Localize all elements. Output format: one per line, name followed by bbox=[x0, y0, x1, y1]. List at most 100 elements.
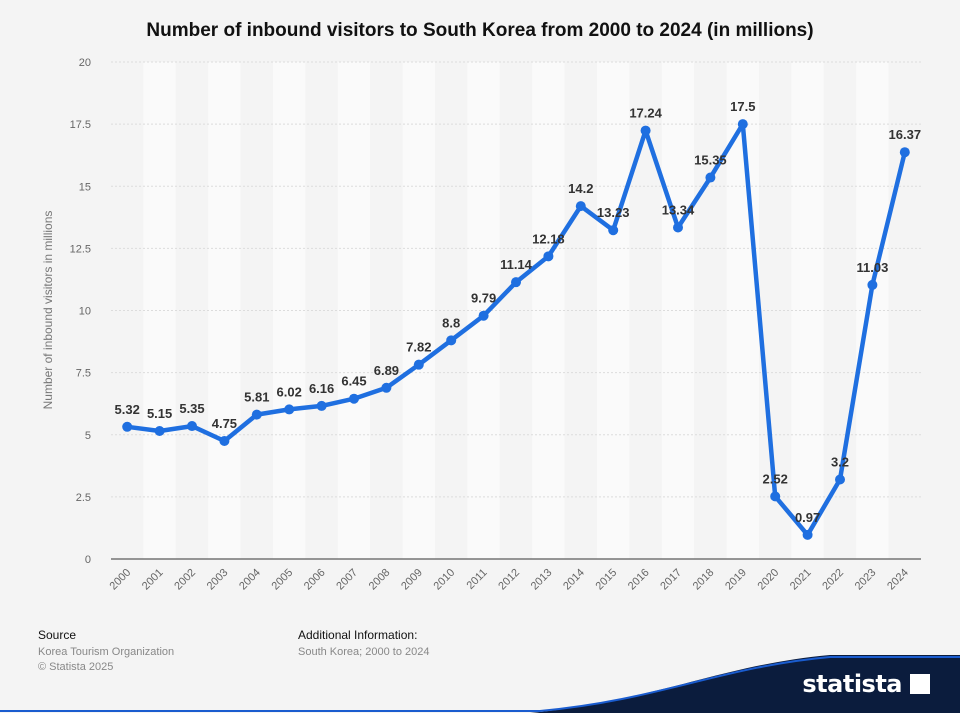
info-heading: Additional Information: bbox=[298, 628, 418, 642]
x-tick-label: 2004 bbox=[237, 567, 263, 593]
data-point bbox=[673, 222, 683, 233]
y-axis-label: Number of inbound visitors in millions bbox=[41, 211, 55, 410]
x-tick-label: 2007 bbox=[334, 567, 360, 593]
data-label: 6.02 bbox=[277, 384, 302, 399]
x-axis-ticks: 2000 2001 2002 2003 2004 2005 2006 2007 2008 2009… bbox=[108, 567, 911, 593]
data-label: 7.82 bbox=[406, 340, 431, 355]
x-tick-label: 2000 bbox=[108, 567, 134, 593]
data-label: 5.35 bbox=[179, 401, 204, 416]
y-tick-label: 10 bbox=[79, 306, 91, 318]
data-label: 17.24 bbox=[629, 106, 662, 121]
copyright-text: © Statista 2025 bbox=[38, 661, 114, 673]
chart-title: Number of inbound visitors to South Kore… bbox=[146, 20, 814, 41]
x-tick-label: 2024 bbox=[885, 567, 911, 593]
x-tick-label: 2012 bbox=[496, 567, 522, 593]
x-tick-label: 2015 bbox=[594, 567, 620, 593]
statista-logo[interactable]: statista bbox=[802, 670, 930, 698]
data-label: 5.15 bbox=[147, 406, 172, 421]
x-tick-label: 2008 bbox=[367, 567, 393, 593]
data-label: 11.03 bbox=[856, 260, 888, 275]
data-point bbox=[608, 225, 619, 236]
data-point bbox=[511, 277, 521, 288]
footer-swoosh-edge bbox=[0, 656, 960, 712]
data-point bbox=[187, 421, 197, 432]
data-label: 14.2 bbox=[568, 181, 593, 196]
data-point bbox=[251, 409, 262, 420]
x-tick-label: 2020 bbox=[756, 567, 782, 593]
source-heading: Source bbox=[38, 628, 77, 642]
x-tick-label: 2010 bbox=[432, 567, 458, 593]
data-label: 0.97 bbox=[795, 510, 820, 525]
data-point bbox=[478, 310, 489, 321]
source-text: Korea Tourism Organization bbox=[38, 646, 175, 658]
data-label: 8.8 bbox=[442, 315, 460, 330]
x-tick-label: 2019 bbox=[723, 567, 749, 593]
x-tick-label: 2002 bbox=[172, 567, 198, 593]
data-label: 11.14 bbox=[500, 257, 533, 272]
data-label: 6.45 bbox=[341, 374, 366, 389]
data-label: 6.16 bbox=[309, 381, 334, 396]
data-point bbox=[316, 400, 327, 411]
data-point bbox=[154, 426, 165, 437]
data-label: 16.37 bbox=[889, 127, 922, 142]
info-text: South Korea; 2000 to 2024 bbox=[298, 646, 430, 658]
data-labels: 5.32 5.15 5.35 4.75 5.81 6.02 6.16 6.45 6.89 7.82… bbox=[115, 99, 922, 525]
x-tick-label: 2009 bbox=[399, 567, 425, 593]
x-tick-label: 2014 bbox=[561, 567, 587, 593]
data-label: 9.79 bbox=[471, 291, 496, 306]
y-tick-label: 0 bbox=[85, 554, 91, 566]
data-label: 15.35 bbox=[694, 153, 727, 168]
data-label: 13.34 bbox=[662, 203, 695, 218]
logo-text: statista bbox=[802, 670, 902, 698]
x-tick-label: 2011 bbox=[465, 567, 490, 592]
data-label: 13.23 bbox=[597, 205, 630, 220]
data-point bbox=[770, 491, 781, 502]
data-point bbox=[122, 421, 133, 432]
x-tick-label: 2023 bbox=[853, 567, 879, 593]
y-tick-label: 7.5 bbox=[76, 368, 91, 380]
data-point bbox=[349, 393, 359, 404]
data-points bbox=[122, 119, 910, 540]
x-tick-label: 2016 bbox=[626, 567, 652, 593]
data-label: 5.81 bbox=[244, 390, 269, 405]
x-tick-label: 2003 bbox=[205, 567, 231, 593]
data-point bbox=[413, 359, 424, 370]
x-tick-label: 2001 bbox=[140, 567, 166, 593]
data-point bbox=[543, 251, 554, 262]
x-tick-label: 2013 bbox=[529, 567, 555, 593]
data-point bbox=[737, 119, 748, 130]
data-label: 3.2 bbox=[831, 454, 849, 469]
band bbox=[661, 62, 695, 559]
data-label: 4.75 bbox=[212, 416, 237, 431]
y-tick-label: 17.5 bbox=[70, 119, 91, 131]
x-tick-label: 2018 bbox=[691, 567, 717, 593]
band bbox=[337, 62, 371, 559]
y-tick-label: 15 bbox=[79, 181, 91, 193]
y-tick-label: 5 bbox=[85, 430, 91, 442]
x-tick-label: 2006 bbox=[302, 567, 328, 593]
y-axis-ticks: 0 2.5 5 7.5 10 12.5 15 17.5 20 bbox=[70, 57, 91, 566]
logo-mark-icon bbox=[910, 674, 930, 694]
data-point bbox=[446, 335, 457, 346]
y-tick-label: 12.5 bbox=[70, 243, 91, 255]
x-tick-label: 2022 bbox=[820, 567, 846, 593]
data-point bbox=[381, 382, 392, 393]
gridlines bbox=[111, 61, 921, 560]
data-point bbox=[575, 201, 586, 212]
x-tick-label: 2017 bbox=[658, 567, 684, 593]
data-label: 2.52 bbox=[763, 471, 788, 486]
x-tick-label: 2005 bbox=[270, 567, 296, 593]
data-point bbox=[284, 404, 295, 415]
y-tick-label: 2.5 bbox=[76, 492, 91, 504]
data-label: 6.89 bbox=[374, 363, 399, 378]
data-label: 17.5 bbox=[730, 99, 755, 114]
data-point bbox=[219, 435, 230, 446]
data-label: 5.32 bbox=[115, 402, 140, 417]
data-point bbox=[802, 529, 813, 540]
data-label: 12.18 bbox=[532, 231, 565, 246]
data-point bbox=[867, 279, 878, 290]
footer-swoosh bbox=[530, 655, 960, 713]
data-point bbox=[835, 474, 845, 485]
data-point bbox=[705, 172, 716, 183]
